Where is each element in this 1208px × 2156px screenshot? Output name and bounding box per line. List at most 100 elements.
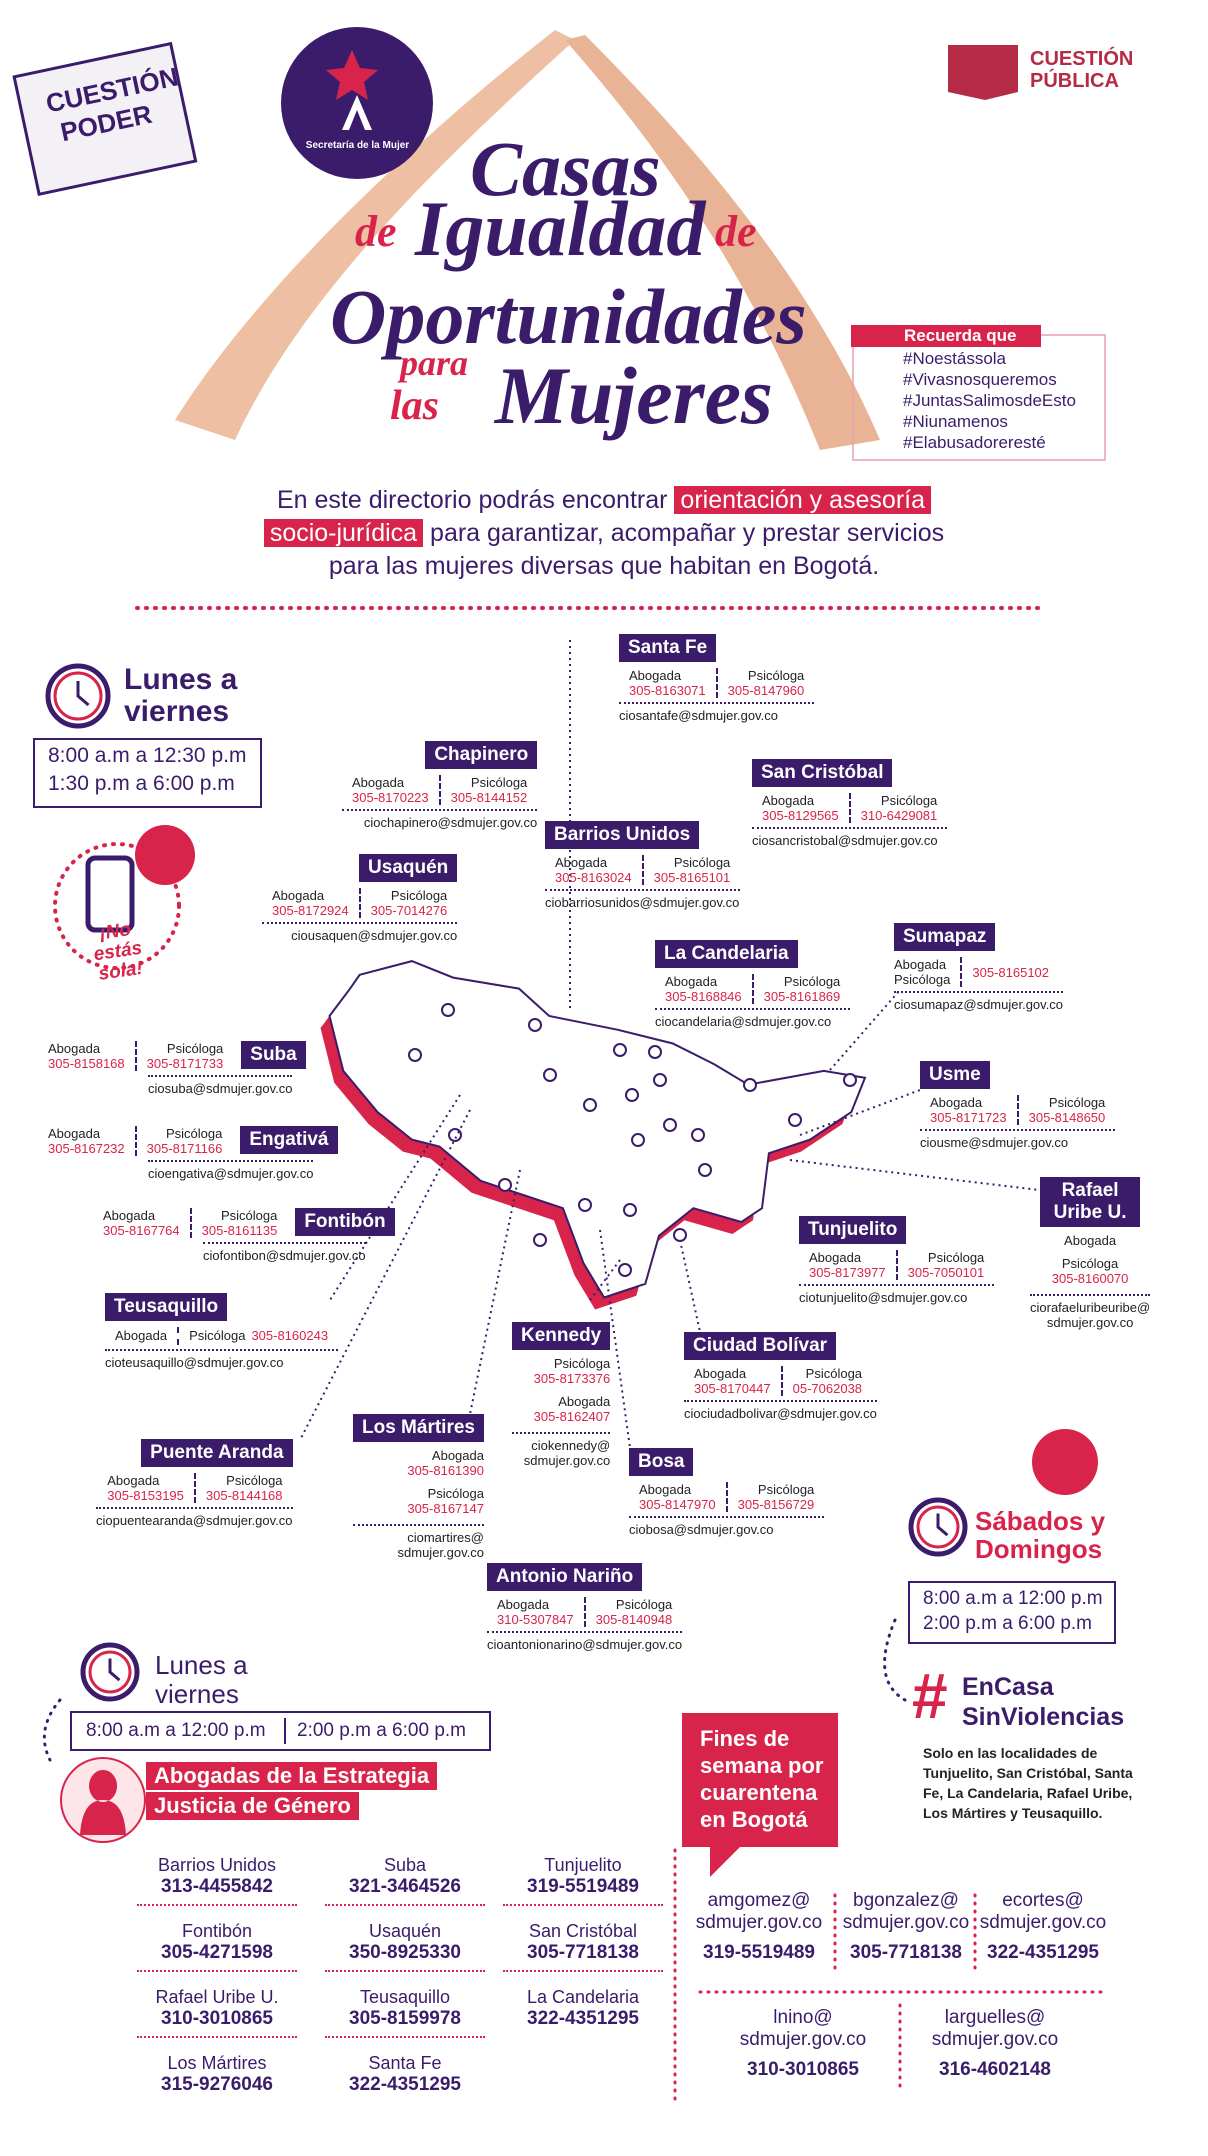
email-line: ciosantafe@sdmujer.gov.co xyxy=(619,708,778,723)
locality-row: Abogada 305-8167232 Psicóloga 305-8171166 En… xyxy=(38,1126,338,1156)
reminder-label: Recuerda que xyxy=(851,325,1041,347)
locality: Puente Aranda Abogada 305-8153195 Psicóloga… xyxy=(96,1439,293,1528)
role-block: Abogada 305-8163024 xyxy=(545,855,642,885)
role-block: Abogada 305-8147970 xyxy=(629,1482,726,1512)
contact: amgomez@ sdmujer.gov.co 319-5519489 xyxy=(679,1890,839,1964)
contact: lnino@ sdmujer.gov.co 310-3010865 xyxy=(723,2007,883,2081)
lawyer-name: La Candelaria xyxy=(526,1987,640,2007)
email: ciorafaeluribeuribe@ sdmujer.gov.co xyxy=(1030,1294,1151,1330)
intro: En este directorio podrás encontrar orie… xyxy=(154,484,1054,583)
role: Abogada xyxy=(894,957,947,972)
email-line: ciosumapaz@sdmujer.gov.co xyxy=(894,997,1064,1012)
schedule-title: Sábados y xyxy=(975,1506,1106,1536)
role-block: Abogada 305-8153195 xyxy=(97,1473,194,1503)
roles: Abogada 305-8163071 Psicóloga 305-8147960 xyxy=(619,668,814,698)
clock-ring xyxy=(88,1650,132,1694)
role: Psicóloga xyxy=(783,974,841,989)
role: Psicóloga xyxy=(615,1597,673,1612)
brand-text: CUESTIÓN xyxy=(1030,48,1134,70)
role: Abogada xyxy=(48,1041,101,1056)
locality-name: Kennedy xyxy=(512,1322,611,1350)
roles: Abogada Psicóloga 305-8160070 xyxy=(1030,1233,1150,1286)
roles: Abogada 305-8163024 Psicóloga 305-8165101 xyxy=(545,855,740,885)
map-shape xyxy=(328,960,867,1299)
role-block: Psicóloga 305-7050101 xyxy=(895,1250,995,1280)
role: Abogada xyxy=(497,1597,550,1612)
map-dot xyxy=(408,1048,422,1062)
role: Psicóloga xyxy=(553,1356,611,1371)
phone: 305-8171733 xyxy=(146,1056,224,1071)
bubble xyxy=(1032,1429,1098,1495)
lawyer-entry: Teusaquillo 305-8159978 xyxy=(325,1987,485,2038)
locality: Antonio Nariño Abogada 310-5307847 Psicólog… xyxy=(487,1563,683,1652)
lawyer-phone: 310-3010865 xyxy=(161,2008,273,2029)
role: Abogada xyxy=(629,668,682,683)
role: Psicóloga xyxy=(805,1366,863,1381)
role: Abogada xyxy=(694,1366,747,1381)
locality-name: Usme xyxy=(920,1061,990,1089)
role: Psicóloga xyxy=(880,793,938,808)
role: Abogada xyxy=(762,793,815,808)
phone: 305-8129565 xyxy=(762,808,839,823)
roles: Abogada 305-8158168 Psicóloga 305-8171733 xyxy=(38,1041,233,1071)
locality: Bosa Abogada 305-8147970 Psicóloga 305-81567… xyxy=(629,1448,825,1537)
email-line: ciobosa@sdmujer.gov.co xyxy=(629,1522,774,1537)
email: ciokennedy@ sdmujer.gov.co xyxy=(512,1432,611,1468)
contact-user: bgonzalez@ xyxy=(853,1890,959,1911)
hours: 8:00 a.m a 12:00 p.m xyxy=(923,1588,1103,1609)
intro-text: En este directorio podrás encontrar xyxy=(276,486,668,514)
map-dot xyxy=(583,1098,597,1112)
locality: Usaquén Abogada 305-8172924 Psicóloga 305-70… xyxy=(262,854,458,943)
map-dot xyxy=(528,1018,542,1032)
email-line: ciotunjuelito@sdmujer.gov.co xyxy=(799,1290,968,1305)
phone: 305-8168846 xyxy=(665,989,742,1004)
role-block: Abogada 305-8171723 xyxy=(920,1095,1017,1125)
phone: 305-8147970 xyxy=(639,1497,716,1512)
role-block: Abogada xyxy=(1030,1233,1150,1248)
badge-ring xyxy=(53,842,181,970)
contact-domain: sdmujer.gov.co xyxy=(979,1912,1107,1933)
phone: 305-8144152 xyxy=(450,790,528,805)
locality-name: San Cristóbal xyxy=(752,759,893,787)
email: ciopuentearanda@sdmujer.gov.co xyxy=(96,1507,293,1528)
lawyer-phone: 322-4351295 xyxy=(349,2074,461,2095)
roles: Abogada 305-8170447 Psicóloga 05-7062038 xyxy=(684,1366,872,1396)
role: Abogada xyxy=(115,1328,168,1343)
phone: 305-8144168 xyxy=(205,1488,283,1503)
hashtag: #Noestássola xyxy=(903,349,1007,368)
locality: Abogada 305-8167764 Psicóloga 305-8161135 Fo… xyxy=(93,1208,395,1265)
role: Psicóloga xyxy=(673,855,731,870)
hashtag: #Vivasnosqueremos xyxy=(903,370,1057,389)
role-block: Abogada 305-8167764 xyxy=(93,1208,190,1238)
locality-name: Bosa xyxy=(629,1448,694,1476)
locality-name: Ciudad Bolívar xyxy=(684,1332,837,1360)
hours: 2:00 p.m a 6:00 p.m xyxy=(297,1720,466,1741)
title-part: Oportunidades xyxy=(330,273,807,360)
roles: Abogada 305-8173977 Psicóloga 305-7050101 xyxy=(799,1250,994,1280)
lawyer-phone: 322-4351295 xyxy=(527,2008,639,2029)
phone: 305-8156729 xyxy=(737,1497,815,1512)
locality: Ciudad Bolívar Abogada 305-8170447 Psicólog… xyxy=(684,1332,877,1421)
role-block: Abogada xyxy=(105,1327,177,1345)
locality-row: Abogada 305-8167764 Psicóloga 305-8161135 Fo… xyxy=(93,1208,395,1238)
email-line: cioantonionarino@sdmujer.gov.co xyxy=(487,1637,683,1652)
locality: Abogada 305-8167232 Psicóloga 305-8171166 En… xyxy=(38,1126,338,1183)
email: ciociudadbolivar@sdmujer.gov.co xyxy=(684,1400,877,1421)
locality: Rafael Uribe U. Abogada Psicóloga 305-81600… xyxy=(1030,1177,1151,1330)
role: Psicóloga xyxy=(220,1208,278,1223)
roles: Abogada 305-8153195 Psicóloga 305-8144168 xyxy=(97,1473,292,1503)
email-line: ciofontibon@sdmujer.gov.co xyxy=(203,1248,366,1263)
role: Psicóloga xyxy=(166,1041,224,1056)
locality-name: Sumapaz xyxy=(894,923,996,951)
lawyer-entry: Suba 321-3464526 xyxy=(325,1855,485,1906)
locality-name: Barrios Unidos xyxy=(545,821,700,849)
intro-text: para garantizar, acompañar y prestar ser… xyxy=(430,519,945,547)
role-block: Abogada 305-8168846 xyxy=(655,974,752,1004)
email-line: sdmujer.gov.co xyxy=(523,1453,611,1468)
lawyer-entry: La Candelaria 322-4351295 xyxy=(503,1987,663,2030)
locality-name: Rafael Uribe U. xyxy=(1040,1177,1141,1227)
contact-user: larguelles@ xyxy=(944,2007,1046,2028)
roles: Abogada 305-8168846 Psicóloga 305-8161869 xyxy=(655,974,850,1004)
connector xyxy=(679,1239,701,1333)
